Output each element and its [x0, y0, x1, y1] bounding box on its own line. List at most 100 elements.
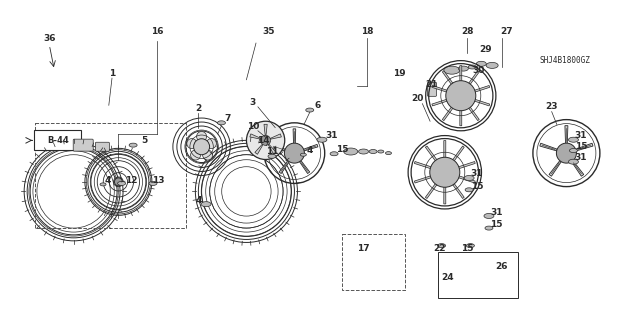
- Polygon shape: [444, 141, 446, 160]
- Ellipse shape: [317, 137, 327, 142]
- Text: 31: 31: [575, 153, 588, 162]
- Text: 15: 15: [336, 145, 349, 154]
- Polygon shape: [442, 105, 454, 121]
- Ellipse shape: [118, 182, 125, 185]
- Polygon shape: [303, 145, 318, 151]
- Circle shape: [187, 138, 197, 149]
- Ellipse shape: [570, 149, 577, 152]
- FancyBboxPatch shape: [34, 130, 81, 150]
- Polygon shape: [467, 105, 479, 121]
- Polygon shape: [268, 144, 276, 154]
- Text: 29: 29: [479, 45, 492, 54]
- Polygon shape: [472, 99, 490, 106]
- Text: 19: 19: [393, 69, 406, 78]
- Text: SHJ4B1800GZ: SHJ4B1800GZ: [540, 56, 591, 65]
- Polygon shape: [279, 161, 289, 174]
- Text: 13: 13: [152, 176, 165, 185]
- Text: 30: 30: [472, 66, 485, 75]
- Text: 28: 28: [461, 27, 474, 36]
- Ellipse shape: [378, 150, 384, 153]
- Circle shape: [246, 121, 285, 160]
- Polygon shape: [456, 161, 476, 169]
- Circle shape: [446, 81, 476, 111]
- Text: 6: 6: [315, 101, 321, 110]
- Ellipse shape: [438, 244, 445, 248]
- Text: 2: 2: [195, 104, 202, 113]
- Polygon shape: [451, 146, 464, 163]
- FancyBboxPatch shape: [73, 139, 93, 151]
- Text: 4: 4: [104, 176, 111, 185]
- Ellipse shape: [444, 66, 460, 74]
- Polygon shape: [540, 143, 557, 151]
- Polygon shape: [472, 85, 490, 93]
- Ellipse shape: [100, 183, 106, 186]
- Polygon shape: [293, 129, 296, 143]
- Ellipse shape: [358, 149, 369, 154]
- Ellipse shape: [201, 202, 211, 207]
- Ellipse shape: [149, 182, 157, 185]
- Polygon shape: [414, 161, 434, 169]
- Polygon shape: [460, 66, 462, 84]
- Text: 15: 15: [461, 244, 474, 253]
- Polygon shape: [426, 182, 438, 198]
- Text: 31: 31: [470, 169, 483, 178]
- Bar: [438, 252, 518, 298]
- Text: 4: 4: [195, 197, 202, 205]
- Bar: [35, 123, 186, 228]
- Text: 14: 14: [257, 136, 270, 145]
- Text: 3: 3: [250, 98, 256, 107]
- Text: 22: 22: [433, 244, 445, 253]
- Text: 35: 35: [262, 27, 275, 36]
- Polygon shape: [442, 71, 454, 86]
- Text: 31: 31: [490, 208, 503, 217]
- Circle shape: [430, 157, 460, 187]
- Bar: [342, 234, 405, 290]
- Polygon shape: [575, 143, 593, 151]
- Ellipse shape: [369, 150, 377, 153]
- Text: 12: 12: [125, 176, 138, 185]
- Text: 23: 23: [545, 102, 558, 111]
- Text: 20: 20: [411, 94, 424, 103]
- Circle shape: [260, 135, 271, 145]
- Polygon shape: [432, 99, 450, 106]
- Circle shape: [191, 150, 200, 160]
- Text: 31: 31: [575, 131, 588, 140]
- Text: 15: 15: [575, 142, 588, 151]
- Ellipse shape: [568, 137, 579, 142]
- Text: 7: 7: [224, 114, 230, 122]
- Text: 31: 31: [325, 131, 338, 140]
- Ellipse shape: [344, 148, 358, 155]
- Text: 15: 15: [470, 182, 483, 191]
- Polygon shape: [414, 175, 434, 183]
- Text: 4: 4: [307, 146, 313, 155]
- Ellipse shape: [465, 188, 473, 192]
- Ellipse shape: [300, 153, 307, 156]
- Text: 18: 18: [361, 27, 374, 36]
- Ellipse shape: [468, 65, 476, 69]
- Ellipse shape: [568, 159, 579, 164]
- Polygon shape: [300, 161, 310, 174]
- Circle shape: [206, 138, 216, 149]
- Polygon shape: [572, 161, 584, 176]
- Text: 16: 16: [150, 27, 163, 36]
- Circle shape: [203, 150, 212, 160]
- Polygon shape: [549, 161, 561, 176]
- Text: 15: 15: [490, 220, 503, 229]
- Polygon shape: [271, 145, 285, 151]
- Text: 24: 24: [442, 273, 454, 282]
- Polygon shape: [270, 134, 282, 139]
- Polygon shape: [565, 126, 568, 143]
- Polygon shape: [255, 144, 263, 154]
- Ellipse shape: [218, 121, 225, 125]
- Text: 1: 1: [109, 69, 115, 78]
- Ellipse shape: [485, 226, 493, 230]
- Ellipse shape: [486, 63, 498, 68]
- Polygon shape: [451, 182, 464, 198]
- Text: 5: 5: [141, 136, 147, 145]
- Circle shape: [284, 143, 305, 163]
- Text: 36: 36: [43, 34, 56, 43]
- Text: 26: 26: [495, 262, 508, 271]
- FancyBboxPatch shape: [428, 82, 436, 96]
- Polygon shape: [264, 124, 268, 135]
- Text: 11: 11: [266, 147, 279, 156]
